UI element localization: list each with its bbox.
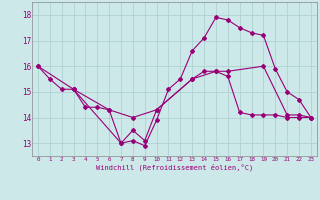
X-axis label: Windchill (Refroidissement éolien,°C): Windchill (Refroidissement éolien,°C) — [96, 163, 253, 171]
